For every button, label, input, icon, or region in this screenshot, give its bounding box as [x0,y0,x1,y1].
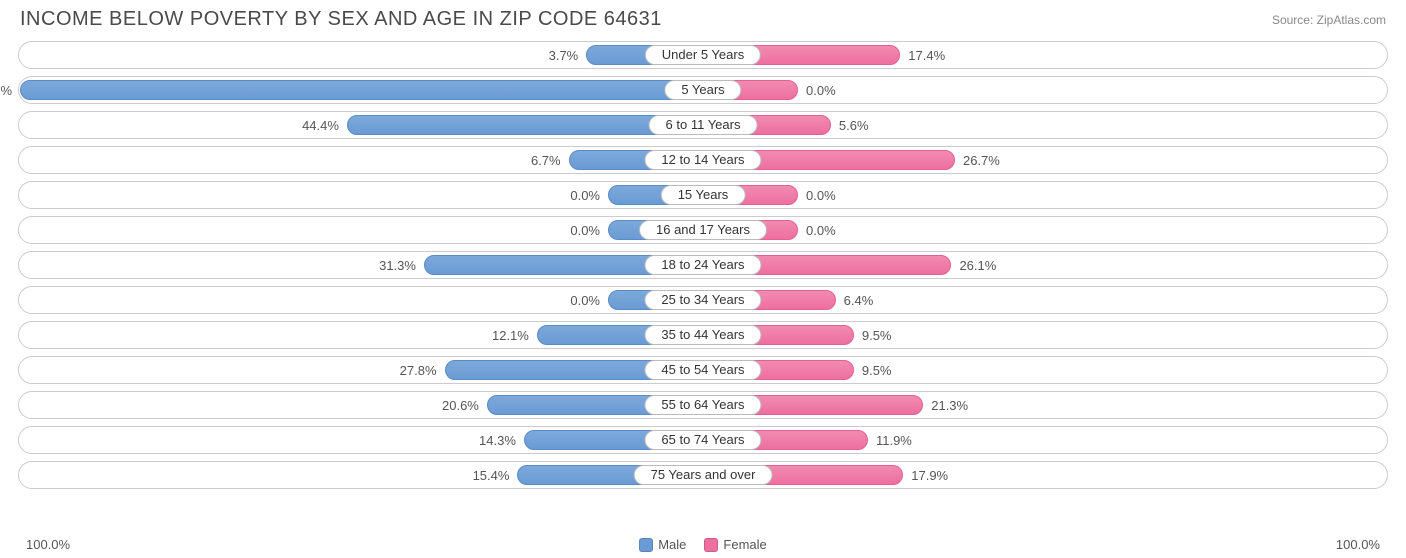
chart-title: INCOME BELOW POVERTY BY SEX AND AGE IN Z… [20,8,662,31]
value-label-female: 17.9% [911,462,948,490]
value-label-male: 6.7% [531,147,561,175]
category-pill: 65 to 74 Years [644,430,761,450]
value-label-male: 44.4% [302,112,339,140]
bar-male [20,80,703,100]
axis-left-max: 100.0% [26,537,70,552]
category-pill: 12 to 14 Years [644,150,761,170]
chart-source: Source: ZipAtlas.com [1272,13,1386,27]
row-track: 14.3% 11.9% 65 to 74 Years [18,426,1388,454]
category-pill: Under 5 Years [645,45,761,65]
value-label-female: 6.4% [844,287,874,315]
legend-swatch-female [704,538,718,552]
legend: Male Female [639,537,767,552]
category-pill: 45 to 54 Years [644,360,761,380]
value-label-female: 11.9% [876,427,912,455]
value-label-male: 0.0% [570,287,600,315]
value-label-female: 26.1% [959,252,996,280]
row-track: 0.0% 0.0% 15 Years [18,181,1388,209]
row-track: 12.1% 9.5% 35 to 44 Years [18,321,1388,349]
value-label-male: 27.8% [400,357,437,385]
row-track: 44.4% 5.6% 6 to 11 Years [18,111,1388,139]
value-label-male: 14.3% [479,427,516,455]
axis-right-max: 100.0% [1336,537,1380,552]
value-label-male: 20.6% [442,392,479,420]
value-label-female: 0.0% [806,217,836,245]
legend-label-female: Female [723,537,766,552]
value-label-female: 5.6% [839,112,869,140]
category-pill: 5 Years [664,80,741,100]
category-pill: 18 to 24 Years [644,255,761,275]
category-pill: 25 to 34 Years [644,290,761,310]
row-track: 3.7% 17.4% Under 5 Years [18,41,1388,69]
value-label-male: 12.1% [492,322,529,350]
chart-body: 3.7% 17.4% Under 5 Years 100.0% 0.0% 5 Years 4… [0,37,1406,489]
legend-swatch-male [639,538,653,552]
row-track: 27.8% 9.5% 45 to 54 Years [18,356,1388,384]
value-label-female: 21.3% [931,392,968,420]
category-pill: 6 to 11 Years [649,115,758,135]
legend-label-male: Male [658,537,686,552]
value-label-female: 9.5% [862,322,892,350]
value-label-male: 31.3% [379,252,416,280]
value-label-male: 15.4% [473,462,510,490]
chart-footer: 100.0% Male Female 100.0% [0,537,1406,552]
category-pill: 55 to 64 Years [644,395,761,415]
row-track: 0.0% 6.4% 25 to 34 Years [18,286,1388,314]
value-label-female: 17.4% [908,42,945,70]
row-track: 20.6% 21.3% 55 to 64 Years [18,391,1388,419]
legend-item-female: Female [704,537,766,552]
row-track: 6.7% 26.7% 12 to 14 Years [18,146,1388,174]
value-label-female: 0.0% [806,182,836,210]
value-label-female: 0.0% [806,77,836,105]
value-label-female: 26.7% [963,147,1000,175]
row-track: 31.3% 26.1% 18 to 24 Years [18,251,1388,279]
category-pill: 16 and 17 Years [639,220,767,240]
category-pill: 15 Years [661,185,746,205]
value-label-male: 3.7% [549,42,579,70]
category-pill: 75 Years and over [634,465,773,485]
row-track: 0.0% 0.0% 16 and 17 Years [18,216,1388,244]
legend-item-male: Male [639,537,686,552]
category-pill: 35 to 44 Years [644,325,761,345]
chart-header: INCOME BELOW POVERTY BY SEX AND AGE IN Z… [0,0,1406,37]
row-track: 100.0%0.0%5 Years [18,76,1388,104]
value-label-male: 0.0% [570,217,600,245]
value-label-male: 100.0% [0,77,12,105]
value-label-male: 0.0% [570,182,600,210]
row-track: 15.4% 17.9% 75 Years and over [18,461,1388,489]
value-label-female: 9.5% [862,357,892,385]
